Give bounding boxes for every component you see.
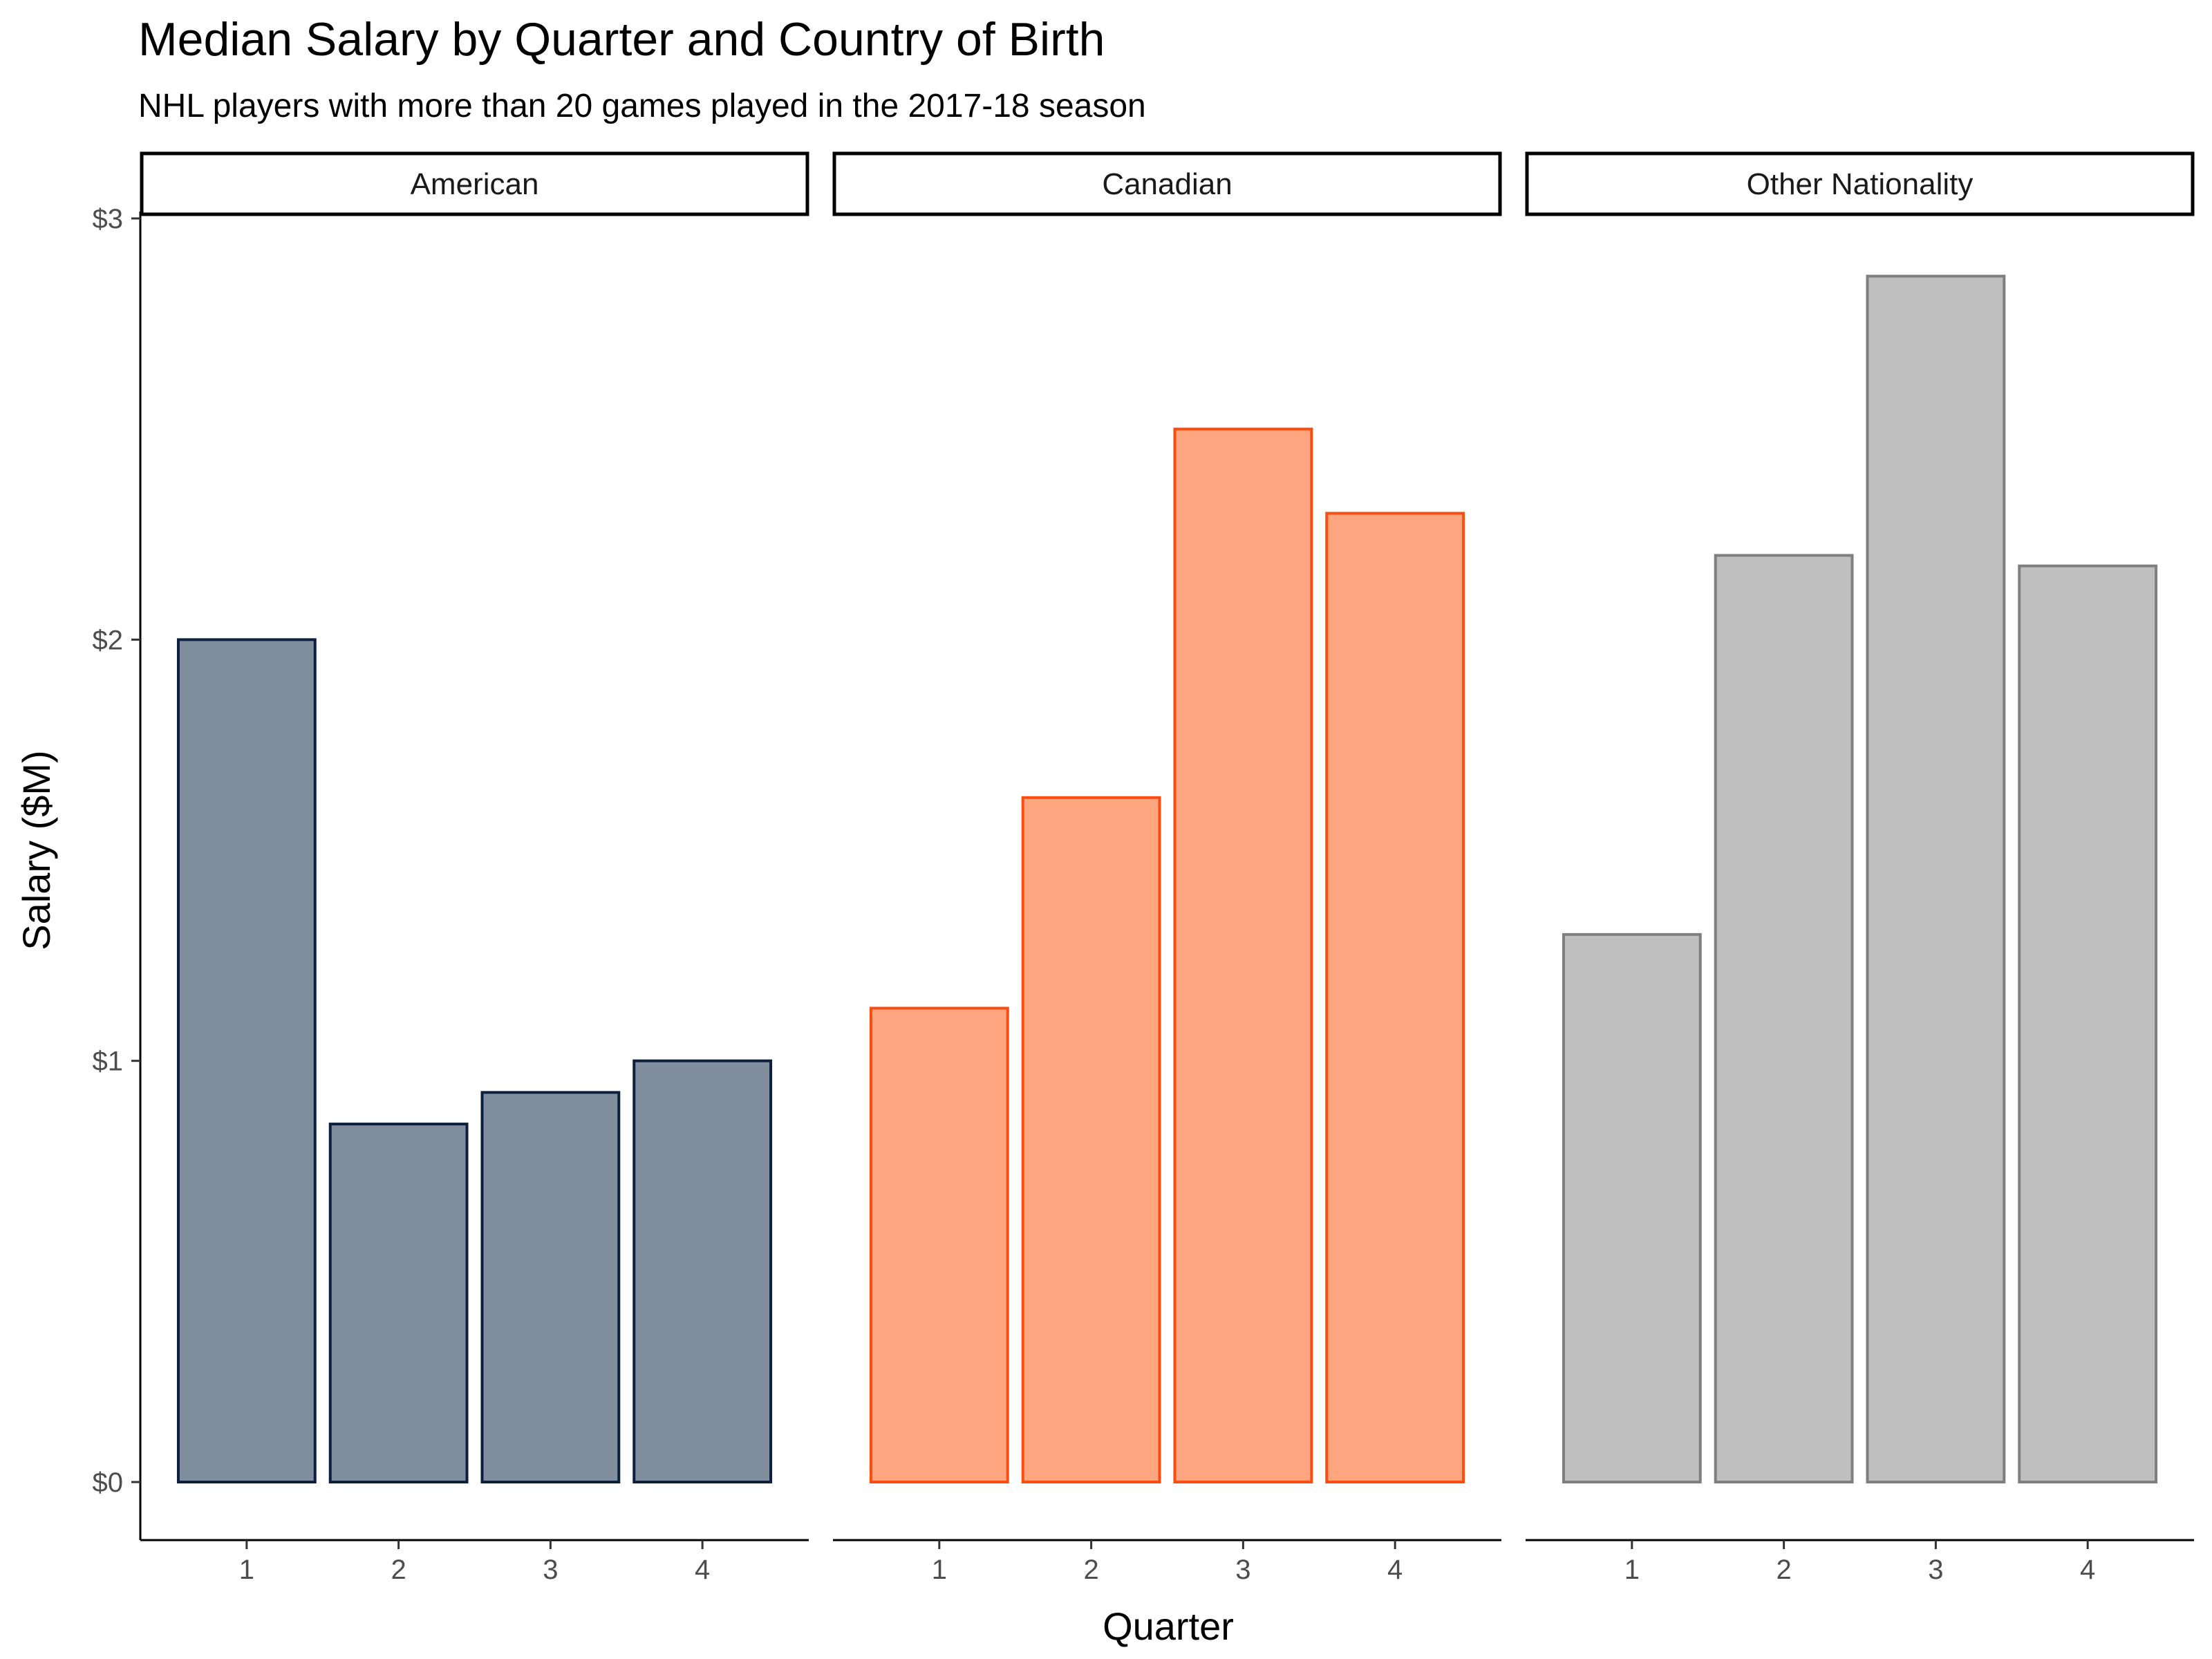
facet-strip	[832, 151, 1502, 216]
y-axis-title: Salary ($M)	[15, 750, 58, 950]
x-axis-title: Quarter	[1103, 1604, 1234, 1648]
facet-strip-label: American	[411, 167, 539, 201]
bar	[480, 1091, 621, 1484]
bar	[1714, 554, 1854, 1483]
x-tick-label: 4	[2080, 1555, 2095, 1585]
facet-strip	[140, 151, 809, 216]
x-tick-label: 2	[1776, 1555, 1791, 1585]
bar	[1021, 796, 1161, 1484]
bar	[1562, 932, 1702, 1484]
y-tick-label: $1	[93, 1047, 124, 1077]
bar	[1325, 512, 1465, 1483]
facet-strip-label: Other Nationality	[1747, 167, 1974, 201]
x-tick-label: 2	[1083, 1555, 1098, 1585]
bar	[2018, 564, 2158, 1484]
y-tick-label: $3	[93, 204, 124, 234]
y-tick-label: $0	[93, 1468, 124, 1498]
facet-strip-label: Canadian	[1102, 167, 1232, 201]
chart-title: Median Salary by Quarter and Country of …	[138, 13, 1105, 66]
x-tick-label: 3	[1235, 1555, 1250, 1585]
bar	[869, 1006, 1009, 1483]
x-tick-label: 4	[695, 1555, 710, 1585]
bar	[1866, 274, 2006, 1484]
bar	[632, 1059, 773, 1483]
x-tick-label: 3	[543, 1555, 558, 1585]
facet-strip	[1525, 151, 2195, 216]
x-tick-label: 4	[1387, 1555, 1403, 1585]
x-tick-label: 2	[391, 1555, 406, 1585]
bar	[176, 638, 317, 1483]
x-tick-label: 3	[1928, 1555, 1943, 1585]
y-tick-label: $2	[93, 625, 124, 655]
x-tick-label: 1	[932, 1555, 947, 1585]
x-tick-label: 1	[239, 1555, 254, 1585]
bar	[328, 1123, 469, 1483]
bar	[1173, 427, 1313, 1484]
x-tick-label: 1	[1624, 1555, 1640, 1585]
chart-subtitle: NHL players with more than 20 games play…	[138, 88, 1146, 124]
